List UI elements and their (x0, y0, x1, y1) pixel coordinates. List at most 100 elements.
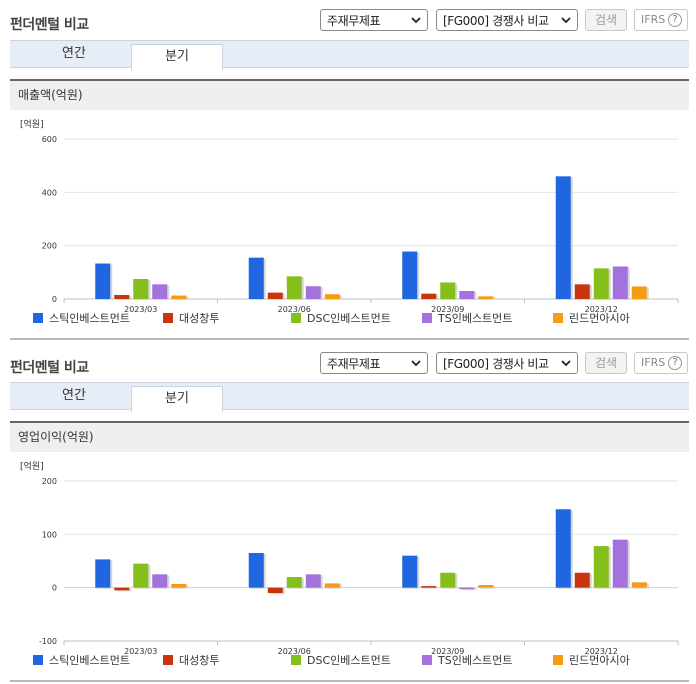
period-tabs: 연간 분기 (10, 382, 689, 412)
search-button[interactable]: 검색 (585, 9, 627, 31)
ifrs-label: IFRS (641, 356, 666, 369)
legend-swatch (422, 313, 432, 323)
bar (478, 585, 494, 588)
compare-select-value: [FG000] 경쟁사 비교 (443, 14, 549, 28)
y-tick-label: 200 (42, 477, 57, 486)
unit-label: [억원] (20, 118, 44, 130)
y-tick-label: 400 (42, 188, 57, 197)
chart-header: 영업이익(억원) (10, 423, 689, 452)
bar (286, 276, 302, 299)
fundamental-section-operating-profit: 펀더멘털 비교 주재무제표 [FG000] 경쟁사 비교 검색 IFRS ? 연… (0, 342, 696, 684)
statement-select[interactable]: 주재무제표 (320, 352, 428, 374)
search-button[interactable]: 검색 (585, 352, 627, 374)
chevron-down-icon (411, 17, 421, 24)
help-icon: ? (668, 356, 682, 370)
y-tick-label: -100 (39, 637, 57, 646)
bar (478, 296, 494, 299)
bar (305, 574, 321, 588)
bar (612, 539, 628, 588)
x-tick-label: 2023/06 (278, 647, 311, 656)
x-tick-label: 2023/06 (278, 305, 311, 314)
y-tick-label: 0 (52, 584, 57, 593)
section-title: 펀더멘털 비교 (10, 17, 89, 33)
chevron-down-icon (411, 360, 421, 367)
bar (440, 282, 456, 299)
x-tick-label: 2023/09 (431, 305, 464, 314)
bar (133, 279, 149, 299)
bar (593, 268, 609, 299)
bar-shadow (461, 588, 477, 591)
chevron-down-icon (561, 360, 571, 367)
bar-shadow (423, 587, 439, 589)
bar (631, 286, 647, 299)
y-tick-label: 0 (52, 295, 57, 304)
tab-annual[interactable]: 연간 (62, 388, 86, 403)
statement-select[interactable]: 주재무제표 (320, 9, 428, 31)
help-icon: ? (668, 13, 682, 27)
x-tick-label: 2023/12 (585, 647, 618, 656)
statement-select-value: 주재무제표 (327, 14, 381, 28)
legend-label: TS인베스트먼트 (437, 312, 512, 325)
legend-label: 린드먼아시아 (569, 312, 630, 325)
bar (402, 251, 418, 299)
statement-select-value: 주재무제표 (327, 357, 381, 371)
bar (324, 294, 340, 299)
ifrs-button[interactable]: IFRS ? (634, 9, 688, 31)
legend-label: DSC인베스트먼트 (307, 312, 391, 325)
bar (555, 509, 571, 588)
bar (421, 586, 437, 588)
section-title: 펀더멘털 비교 (10, 360, 89, 376)
chevron-down-icon (561, 17, 571, 24)
bar (248, 553, 264, 588)
bar (402, 555, 418, 588)
legend-label: 대성창투 (179, 312, 219, 325)
bar (267, 292, 283, 299)
bar (612, 266, 628, 299)
legend-label: 대성창투 (179, 654, 219, 667)
compare-select[interactable]: [FG000] 경쟁사 비교 (436, 9, 578, 31)
y-tick-label: 200 (42, 242, 57, 251)
bar (133, 563, 149, 588)
bar (593, 546, 609, 588)
legend-label: 스틱인베스트먼트 (49, 312, 130, 325)
legend-label: 스틱인베스트먼트 (49, 654, 130, 667)
ifrs-button[interactable]: IFRS ? (634, 352, 688, 374)
unit-label: [억원] (20, 460, 44, 472)
chart-header: 매출액(억원) (10, 81, 689, 110)
legend-label: TS인베스트먼트 (437, 654, 512, 667)
bar (459, 291, 475, 299)
x-tick-label: 2023/09 (431, 647, 464, 656)
legend-swatch (422, 655, 432, 665)
tab-quarterly[interactable]: 분기 (131, 44, 223, 70)
chart-operating-profit: [억원] -100 0 100 200 2023/03 2023/06 2023/09 2023… (20, 460, 679, 667)
chart-sales: [억원] 0 200 400 600 2023/03 2023/06 2023/09 2023/… (20, 118, 679, 325)
legend-label: DSC인베스트먼트 (307, 654, 391, 667)
chart-panel: 매출액(억원) [억원] 0 200 400 600 2023/03 2023/06 2023… (10, 79, 689, 340)
bar (286, 577, 302, 588)
bar (171, 295, 187, 299)
tab-quarterly[interactable]: 분기 (131, 386, 223, 412)
bar (555, 176, 571, 299)
bar (152, 574, 168, 588)
bar (95, 559, 111, 588)
bar (171, 583, 187, 588)
fundamental-section-sales: 펀더멘털 비교 주재무제표 [FG000] 경쟁사 비교 검색 IFRS ? 연… (10, 9, 689, 340)
chart-panel: 영업이익(억원) [억원] -100 0 100 200 2023/03 2023/06 20… (10, 421, 689, 682)
bar (574, 284, 590, 299)
bar (421, 293, 437, 299)
bar (631, 582, 647, 588)
bar (574, 572, 590, 588)
period-tabs: 연간 분기 (10, 40, 689, 70)
legend-swatch (291, 655, 301, 665)
bar (114, 587, 130, 591)
x-tick-label: 2023/03 (124, 647, 157, 656)
ifrs-label: IFRS (641, 13, 666, 26)
bar (114, 295, 130, 299)
bar (459, 587, 475, 590)
bar (305, 286, 321, 299)
legend-swatch (163, 313, 173, 323)
compare-select-value: [FG000] 경쟁사 비교 (443, 357, 549, 371)
tab-annual[interactable]: 연간 (62, 46, 86, 61)
compare-select[interactable]: [FG000] 경쟁사 비교 (436, 352, 578, 374)
y-tick-label: 600 (42, 135, 57, 144)
